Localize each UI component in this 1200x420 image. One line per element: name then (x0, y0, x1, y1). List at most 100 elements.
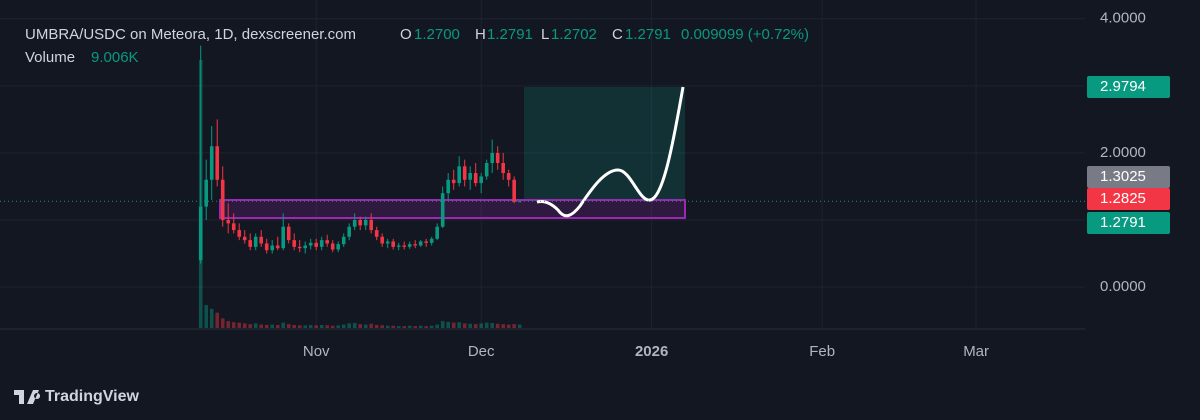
candle-body (297, 246, 302, 249)
x-tick-label: 2026 (635, 343, 668, 360)
candle-body (468, 173, 472, 180)
y-tick-label: 0.0000 (1100, 278, 1146, 295)
candle-body (407, 244, 412, 247)
candle-body (363, 220, 368, 226)
candle-body (292, 240, 297, 247)
candle-body (275, 245, 280, 249)
candle-body (303, 245, 308, 249)
legend-l-label: L (541, 26, 549, 43)
candle-body (457, 166, 461, 184)
volume-bar (424, 326, 428, 328)
candle-body (347, 226, 352, 237)
price-label-box (1087, 212, 1170, 234)
drawing (536, 86, 685, 218)
volume-bar (358, 324, 363, 328)
x-tick-label: Mar (963, 343, 989, 360)
candle-body (314, 242, 319, 247)
volume-bar (330, 325, 335, 328)
volume-bar (209, 308, 214, 328)
candle-body (352, 220, 357, 227)
candle-body (451, 179, 456, 184)
volume-bar (314, 325, 319, 328)
candle-body (264, 243, 269, 251)
volume-bar (396, 326, 401, 328)
candle-body (325, 240, 330, 244)
x-tick-label: Dec (468, 343, 495, 360)
volume-bar (248, 324, 253, 328)
candle-body (396, 245, 401, 247)
volume-bar (402, 326, 406, 328)
candle-body (473, 173, 478, 184)
volume-bar (369, 323, 373, 328)
legend-close: 1.2791 (625, 26, 671, 43)
candle-body (220, 179, 225, 221)
volume-bar (418, 325, 423, 328)
volume-bar (275, 324, 280, 328)
volume-bar (253, 323, 258, 328)
candle-body (330, 243, 335, 250)
volume-bar (407, 325, 412, 328)
candle-body (369, 220, 373, 231)
legend-change: 0.009099 (+0.72%) (681, 26, 809, 43)
volume-bar (325, 325, 330, 328)
volume-bar (468, 323, 472, 328)
candle-body (402, 245, 406, 247)
candle-body (358, 220, 363, 226)
candle-body (226, 220, 231, 224)
candle-body (336, 244, 341, 250)
legend-volume-label: Volume (25, 49, 75, 66)
candle-body (440, 193, 445, 227)
candle-body (490, 152, 494, 163)
volume-bar (292, 324, 297, 328)
legend-volume: 9.006K (91, 49, 139, 66)
candle-body (270, 245, 275, 251)
price-label-box (1087, 76, 1170, 98)
volume-bar (231, 322, 236, 328)
candle-body (413, 244, 417, 246)
legend-c-label: C (612, 26, 623, 43)
candle-body (512, 179, 516, 202)
legend-o-label: O (400, 26, 412, 43)
price-label: 1.2791 (1100, 214, 1146, 231)
support-zone (219, 199, 686, 219)
volume-bar (495, 323, 500, 328)
candle-body (484, 162, 489, 177)
candle-body (237, 230, 242, 237)
candle-body (253, 236, 258, 247)
volume-bar (435, 324, 439, 328)
legend-low: 1.2702 (551, 26, 597, 43)
candle-body (462, 166, 467, 180)
candle-body (286, 226, 291, 241)
volume-bar (457, 322, 461, 328)
candle-body (479, 176, 483, 184)
volume-bar (490, 323, 494, 328)
candle-body (259, 236, 264, 244)
candle-body (435, 226, 439, 239)
volume-bar (517, 324, 522, 328)
legend-h-label: H (475, 26, 486, 43)
volume-bar (363, 324, 368, 328)
candle-body (501, 162, 505, 174)
price-label-box (1087, 188, 1170, 210)
volume-bar (352, 323, 357, 328)
volume-bar (479, 323, 483, 328)
volume-bar (336, 325, 341, 328)
legend-symbol: UMBRA/USDC on Meteora, 1D, dexscreener.c… (25, 26, 356, 43)
candle-body (319, 240, 324, 247)
volume-bar (391, 325, 395, 328)
x-tick-label: Nov (303, 343, 330, 360)
candle-body (215, 146, 220, 180)
candle-body (374, 230, 379, 237)
volume-bar (237, 322, 242, 328)
volume-bar (462, 323, 467, 328)
volume-bar (281, 322, 286, 328)
y-tick-label: 2.0000 (1100, 144, 1146, 161)
price-label: 1.2825 (1100, 190, 1146, 207)
volume-bar (473, 324, 478, 328)
candle-body (506, 173, 511, 180)
volume-bar (215, 312, 220, 328)
volume-bar (242, 323, 247, 328)
target-zone (524, 87, 685, 200)
volume-bar (319, 324, 324, 328)
volume-bar (484, 322, 489, 328)
